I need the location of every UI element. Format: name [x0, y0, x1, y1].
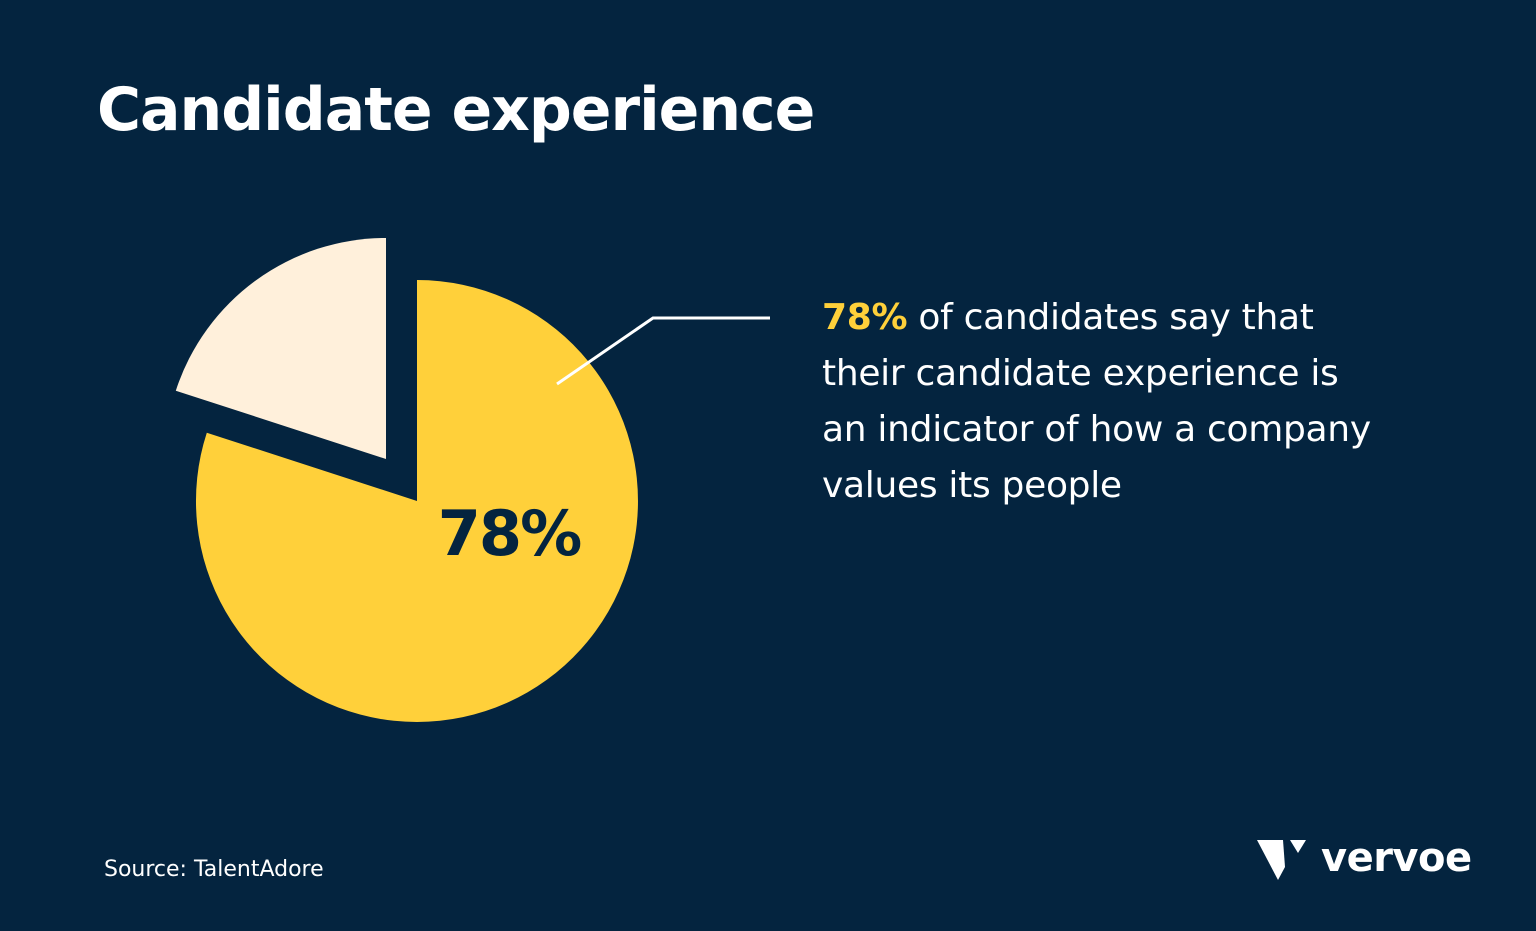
vervoe-logo: vervoe — [1255, 833, 1472, 883]
callout-line — [556, 316, 770, 386]
pie-slice-secondary — [175, 238, 386, 459]
logo-wordmark: vervoe — [1321, 835, 1472, 881]
description-text: of candidates say that their candidate e… — [822, 297, 1371, 506]
pie-slice-label: 78% — [438, 497, 581, 570]
page-title: Candidate experience — [97, 75, 815, 145]
vervoe-v-icon — [1257, 840, 1306, 880]
source-label: Source: TalentAdore — [104, 857, 324, 882]
pie-slice-primary — [195, 280, 638, 723]
description: 78% of candidates say that their candida… — [822, 290, 1382, 514]
description-highlight: 78% — [822, 297, 908, 338]
